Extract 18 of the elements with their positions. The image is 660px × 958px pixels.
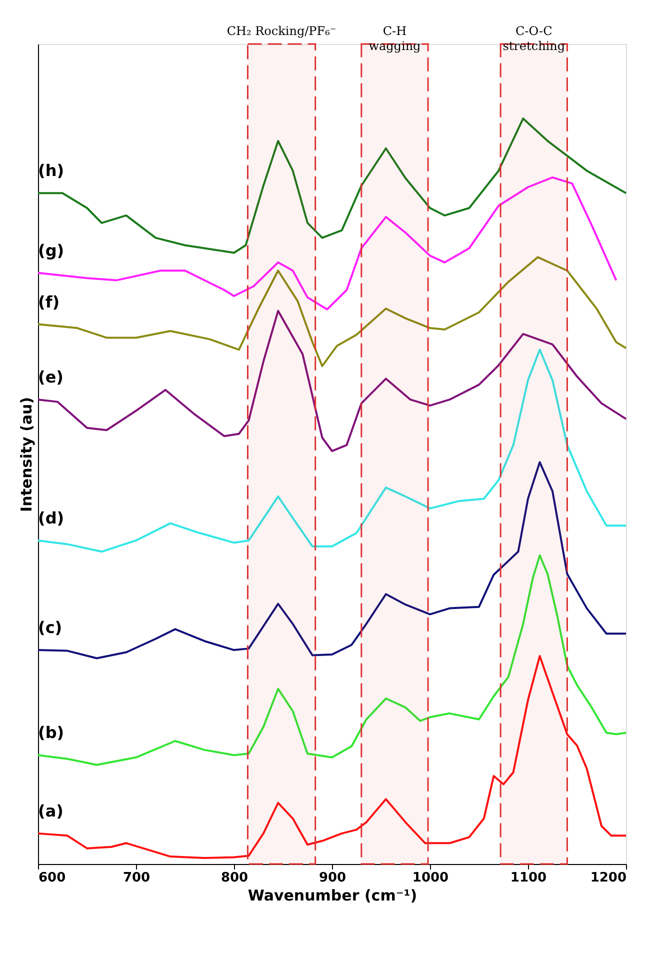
series-label: (g)	[38, 240, 64, 260]
x-tick-label: 1200	[590, 870, 626, 886]
series-label: (d)	[38, 508, 64, 528]
series-label: (h)	[38, 161, 64, 180]
band-label: CH₂ Rocking/PF₆⁻	[226, 24, 336, 38]
x-tick-label: 1100	[510, 870, 547, 886]
series-label: (a)	[38, 801, 64, 820]
y-axis-title: Intensity (au)	[18, 396, 36, 512]
x-tick-label: 1000	[412, 870, 449, 886]
series-label: (b)	[38, 723, 64, 742]
x-tick-label: 800	[220, 870, 248, 886]
x-axis-title: Wavenumber (cm⁻¹)	[248, 886, 418, 904]
x-tick-label: 900	[318, 870, 346, 886]
series-label: (e)	[38, 368, 64, 387]
x-tick-label: 700	[122, 870, 150, 886]
series-label: (f)	[38, 292, 60, 312]
x-tick-label: 600	[38, 870, 66, 886]
series-label: (c)	[38, 618, 62, 638]
